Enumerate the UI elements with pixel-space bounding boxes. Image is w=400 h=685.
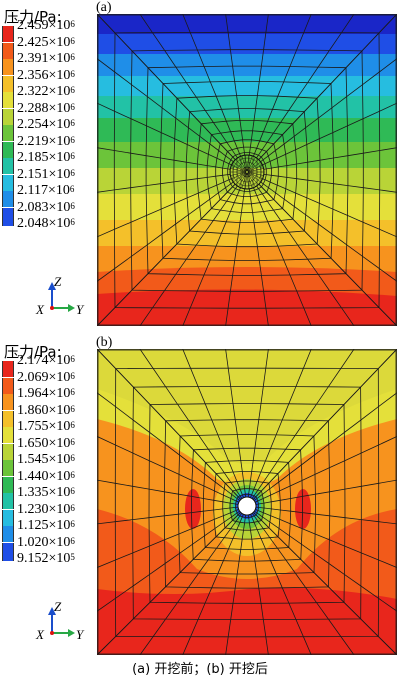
legend-entry: 1.125×106 [2,518,102,542]
contour-plot-b [97,349,397,655]
legend-swatch [2,377,14,394]
legend-swatch [2,493,14,509]
legend-swatch [2,394,14,410]
legend-label: 1.020×106 [17,534,75,550]
legend-entry: 1.020×106 [2,535,102,559]
legend-label: 2.322×106 [17,84,75,99]
legend-entry: 2.322×106 [2,84,102,108]
legend-entry: 9.152×105 [2,551,102,575]
legend-swatch [2,443,14,460]
axis-z-label: Z [54,274,62,289]
legend-label: 9.152×105 [17,551,75,566]
legend-title-a: 压力/Pa: [4,8,62,26]
legend-label: 2.048×106 [17,216,75,231]
legend-entry: 1.755×106 [2,419,102,443]
legend-entry: 2.288×106 [2,101,102,125]
panel-a: 压力/Pa: (a) 2.459×106 2.425×106 2.391×106 2.… [0,0,400,330]
legend-entry: 2.117×106 [2,183,102,207]
legend-label: 1.335×106 [17,485,75,500]
legend-swatch [2,125,14,141]
legend-label: 1.545×106 [17,452,75,467]
legend-swatch [2,410,14,427]
contour-plot-a [97,14,397,326]
legend-label: 2.219×106 [17,133,75,149]
legend-swatch [2,224,14,226]
legend-swatch [2,207,14,224]
legend-swatch [2,158,14,174]
legend-swatch [2,108,14,125]
legend-entry: 1.860×106 [2,403,102,427]
legend-entry: 2.151×106 [2,167,102,191]
legend-label: 2.288×106 [17,100,75,116]
panel-b: 压力/Pa: (b) 2.174×106 2.069×106 1.964×106 1.… [0,335,400,655]
legend-swatch [2,526,14,542]
legend-label: 2.459×106 [17,18,75,33]
legend-entry: 2.048×106 [2,216,102,240]
legend-swatch [2,75,14,92]
legend-label: 1.650×106 [17,435,75,451]
legend-entry: 1.545×106 [2,452,102,476]
legend-swatch [2,92,14,108]
legend-label: 2.151×106 [17,166,75,182]
legend-label: 2.117×106 [17,183,75,198]
legend-swatch [2,26,14,42]
axis-x-label: X [35,302,45,317]
legend-entry: 2.185×106 [2,150,102,174]
legend-entry: 2.356×106 [2,68,102,92]
legend-entry: 2.425×106 [2,35,102,59]
panel-label-a: (a) [96,0,112,15]
legend-label: 2.174×106 [17,353,75,368]
axis-triad-a: Z X Y [35,274,85,317]
legend-label: 2.356×106 [17,67,75,83]
legend-swatch [2,509,14,526]
legend-swatch [2,559,14,561]
legend-swatch [2,59,14,75]
axis-z-label: Z [54,599,62,614]
legend-swatch [2,476,14,493]
legend-title-b: 压力/Pa: [4,343,62,361]
legend-swatch [2,542,14,559]
legend-label: 1.230×106 [17,501,75,517]
figure-caption: (a) 开挖前；(b) 开挖后 [132,662,268,677]
legend-label: 1.964×106 [17,386,75,401]
legend-entry: 1.964×106 [2,386,102,410]
legend-label: 1.125×106 [17,518,75,533]
legend-entry: 2.174×106 [2,353,102,377]
legend-label: 2.083×106 [17,199,75,215]
legend-swatch [2,427,14,443]
legend-swatch [2,174,14,191]
legend-label: 2.254×106 [17,117,75,132]
legend-swatch [2,460,14,476]
legend-label: 2.185×106 [17,150,75,165]
legend-entry: 2.391×106 [2,51,102,75]
axis-triad-b: Z X Y [35,599,85,642]
legend-label: 2.391×106 [17,51,75,66]
legend-swatch [2,191,14,207]
legend-entry: 2.219×106 [2,134,102,158]
legend-label: 1.440×106 [17,468,75,484]
legend-swatch [2,42,14,59]
legend-swatch [2,361,14,377]
legend-label: 2.425×106 [17,34,75,50]
legend-label: 1.755×106 [17,419,75,434]
legend-label: 1.860×106 [17,402,75,418]
legend-entry: 1.440×106 [2,469,102,493]
axis-x-label: X [35,627,45,642]
panel-label-b: (b) [96,335,113,350]
legend-entry: 2.254×106 [2,117,102,141]
legend-entry: 2.459×106 [2,18,102,42]
legend-entry: 1.335×106 [2,485,102,509]
axis-y-label: Y [76,302,85,317]
legend-entry: 1.230×106 [2,502,102,526]
legend-entry: 1.650×106 [2,436,102,460]
legend-label: 2.069×106 [17,369,75,385]
legend-entry: 2.069×106 [2,370,102,394]
legend-swatch [2,141,14,158]
legend-entry: 2.083×106 [2,200,102,224]
axis-y-label: Y [76,627,85,642]
